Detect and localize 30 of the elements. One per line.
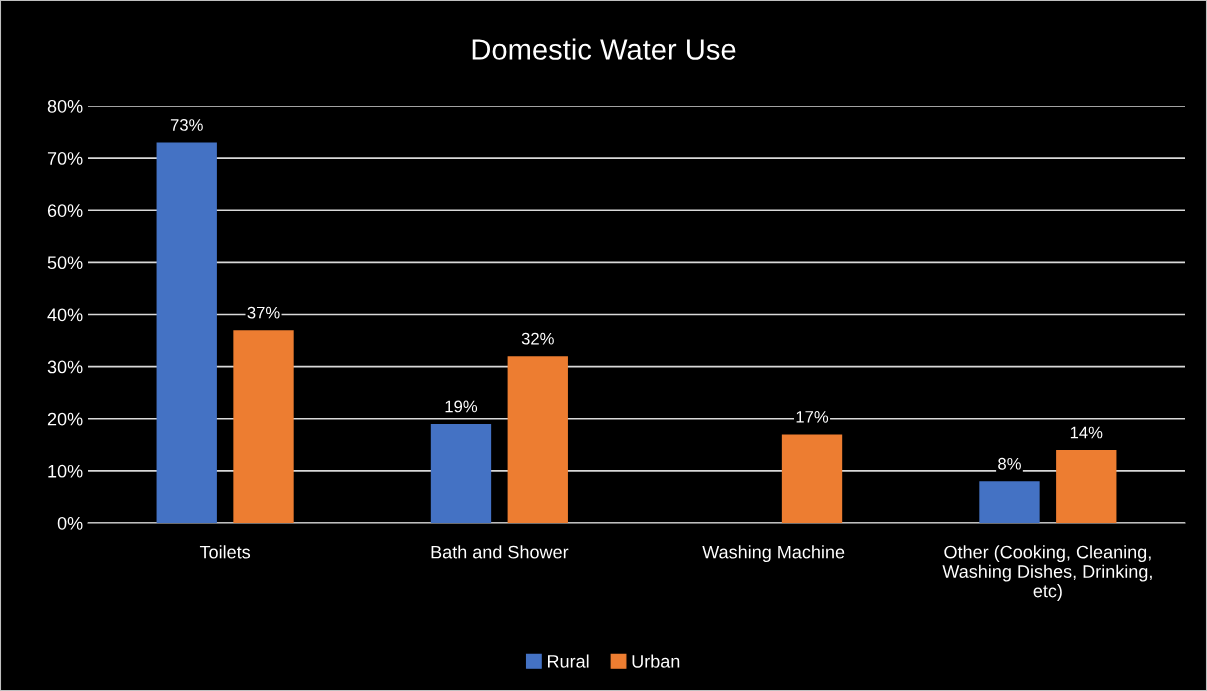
y-tick-label: 80% [47, 99, 83, 113]
x-tick-label: Other (Cooking, Cleaning, Washing Dishes, Drinking, etc) [942, 545, 1152, 601]
y-tick-label: 70% [47, 152, 83, 165]
bar [507, 356, 568, 523]
legend-label: Urban [632, 654, 680, 668]
y-tick-label: 60% [47, 204, 83, 217]
data-label: 32% [521, 332, 554, 345]
y-tick-label: 50% [47, 256, 83, 270]
y-tick-label: 40% [47, 308, 83, 322]
bar [979, 481, 1040, 523]
data-label: 17% [796, 411, 829, 423]
data-label: 19% [445, 400, 478, 413]
data-label: 37% [247, 306, 280, 319]
bar [233, 330, 294, 523]
y-tick-label: 10% [48, 464, 83, 478]
bar [156, 142, 217, 523]
y-tick-label: 30% [47, 360, 83, 374]
data-label: 8% [998, 457, 1021, 470]
y-tick-label: 20% [47, 412, 83, 426]
chart-title: Domestic Water Use [472, 38, 736, 60]
data-label: 73% [170, 119, 203, 131]
legend-label: Rural [547, 654, 589, 668]
bar [430, 423, 492, 523]
bar [1056, 450, 1117, 523]
bar [781, 434, 843, 523]
data-label: 14% [1070, 426, 1103, 439]
x-tick-label: Bath and Shower [431, 545, 569, 559]
x-tick-label: Washing Machine [702, 545, 845, 563]
y-tick-label: 0% [57, 516, 83, 530]
x-tick-label: Toilets [199, 545, 251, 559]
